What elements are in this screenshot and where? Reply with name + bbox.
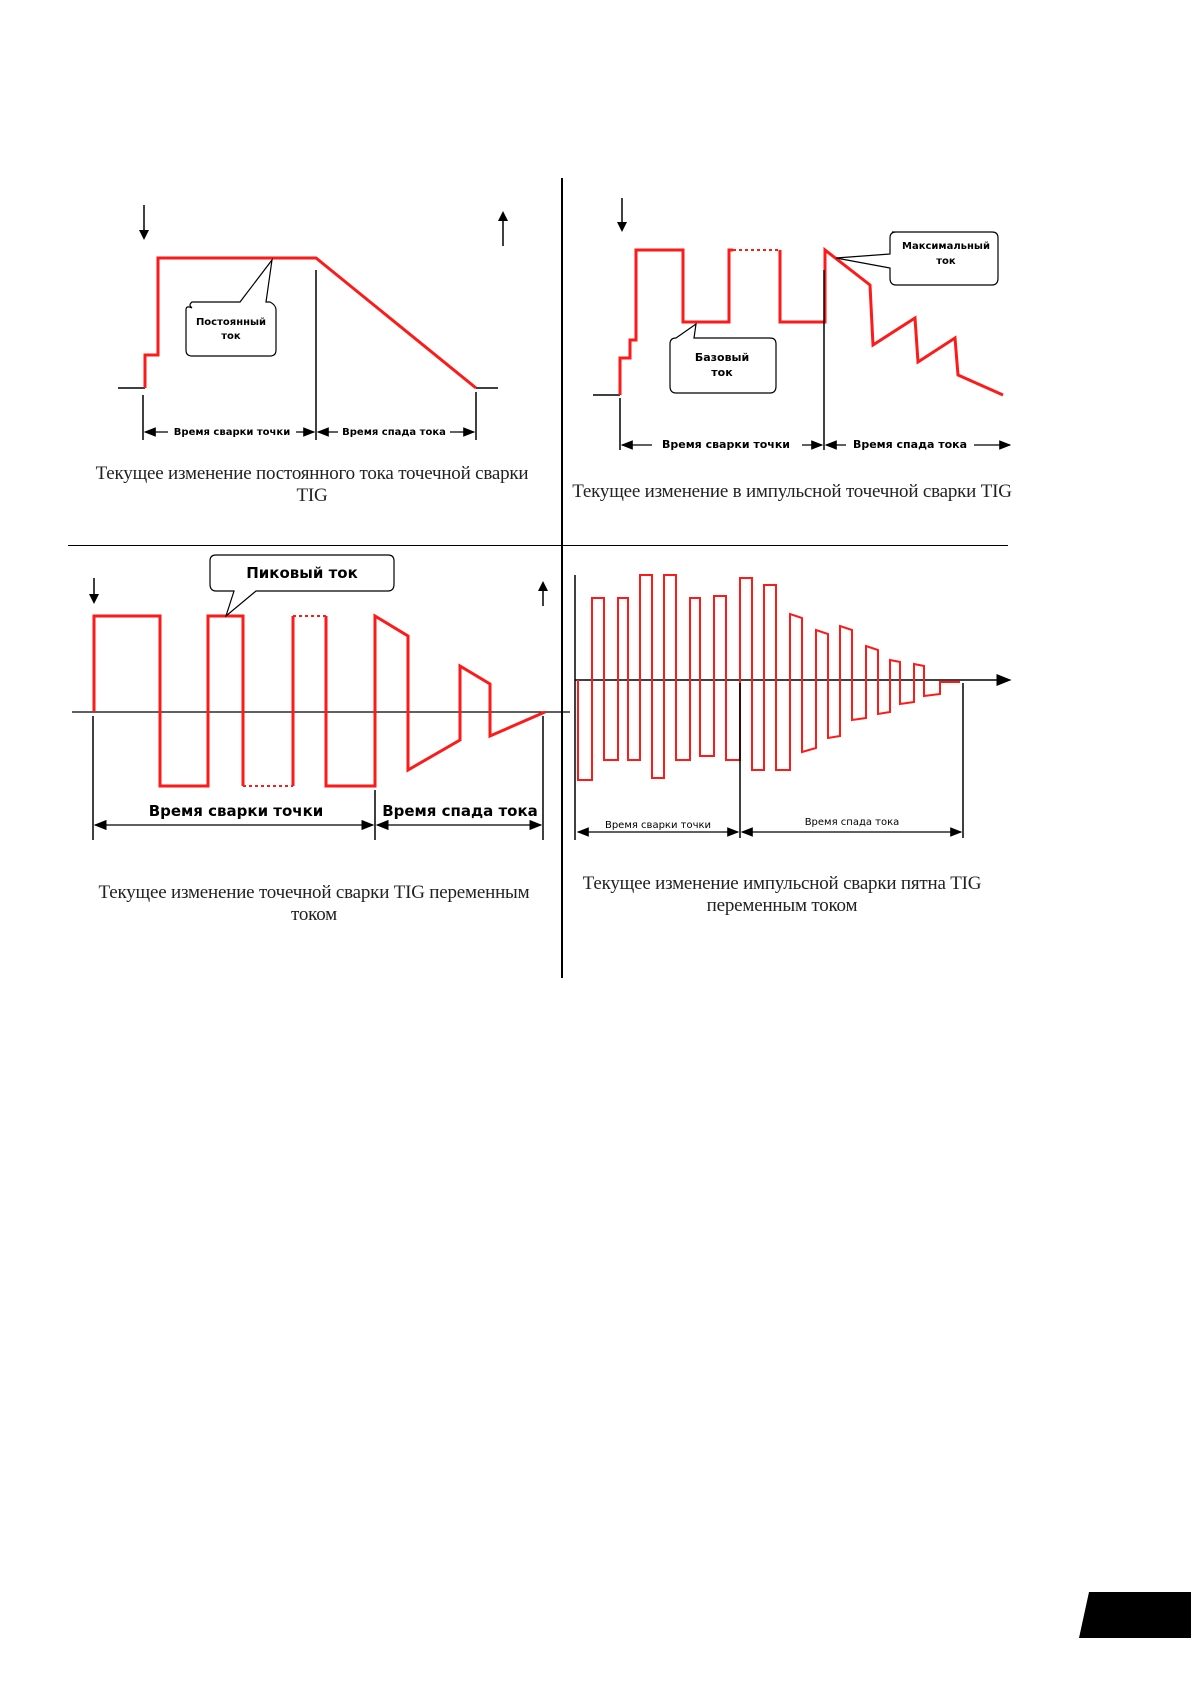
- callout-max-current: Максимальный ток: [835, 231, 999, 286]
- panel-pulse-spot: Время сварки точки Время спада тока Макс…: [593, 198, 1012, 452]
- downslope-time-label: Время спада тока: [853, 438, 967, 451]
- pulse-current-waveform-tail: [778, 246, 1004, 397]
- downslope-time-label: Время спада тока: [805, 817, 900, 828]
- callout-constant-current-text: Постоянный ток: [196, 317, 266, 342]
- page-number-tab: [1079, 1592, 1191, 1638]
- callout-peak-current: Пиковый ток: [209, 554, 395, 618]
- horizontal-divider: [68, 545, 1008, 546]
- caption-dc-spot: Текущее изменение постоянного тока точеч…: [95, 463, 529, 506]
- stop-arrow-icon: [498, 211, 508, 246]
- panel-ac-spot: Время сварки точки Время спада тока Пико…: [72, 554, 570, 840]
- start-arrow-icon: [617, 198, 627, 232]
- start-arrow-icon: [139, 205, 149, 240]
- callout-peak-current-text: Пиковый ток: [246, 564, 358, 582]
- caption-ac-pulse-spot: Текущее изменение импульсной сварки пятн…: [582, 873, 982, 916]
- callout-base-current-text: Базовый ток: [695, 351, 749, 379]
- spot-time-label: Время сварки точки: [605, 820, 711, 831]
- spot-time-label: Время сварки точки: [149, 802, 324, 820]
- stop-arrow-icon: [538, 581, 548, 606]
- dc-current-waveform: [143, 256, 477, 390]
- spot-time-label: Время сварки точки: [174, 427, 290, 438]
- panel-ac-pulse-spot: Время сварки точки Время спада тока: [574, 574, 1012, 840]
- pulse-current-waveform: [618, 248, 733, 395]
- callout-constant-current: Постоянный ток: [185, 257, 277, 357]
- ac-pulse-current-waveform: [577, 574, 960, 781]
- caption-pulse-spot: Текущее изменение в импульсной точечной …: [572, 481, 1012, 502]
- downslope-time-label: Время спада тока: [382, 802, 538, 820]
- callout-base-current: Базовый ток: [669, 322, 777, 394]
- callout-max-current-text: Максимальный ток: [902, 241, 990, 267]
- vertical-divider: [561, 178, 563, 978]
- caption-ac-spot: Текущее изменение точечной сварки TIG пе…: [98, 882, 530, 925]
- panel-dc-spot: Время сварки точки Время спада тока Пост…: [118, 205, 508, 440]
- ac-current-waveform: [92, 614, 245, 788]
- start-arrow-icon: [89, 578, 99, 604]
- spot-time-label: Время сварки точки: [662, 438, 790, 451]
- ac-current-waveform-tail: [324, 613, 546, 788]
- downslope-time-label: Время спада тока: [342, 427, 446, 438]
